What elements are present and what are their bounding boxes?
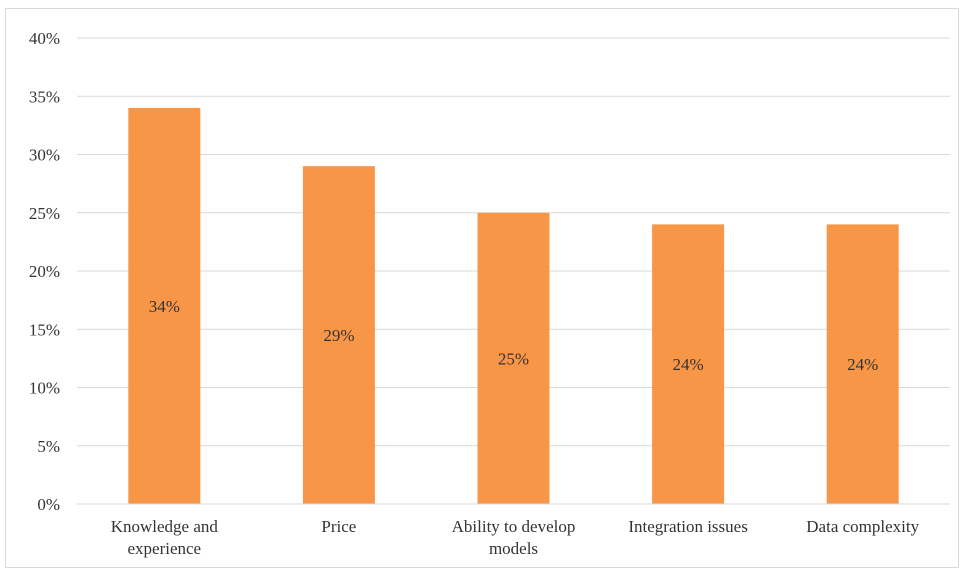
data-label: 34%	[149, 297, 180, 316]
x-category-label: Data complexity	[806, 517, 919, 536]
bar	[477, 212, 550, 504]
y-tick-label: 25%	[29, 204, 60, 223]
y-tick-label: 30%	[29, 146, 60, 165]
bars	[128, 107, 899, 505]
data-labels: 34% 29% 25% 24% 24%	[149, 297, 879, 374]
x-category-label: Integration issues	[628, 517, 747, 536]
x-axis-categories: Knowledge and experience Price Ability to d…	[111, 517, 920, 558]
y-tick-label: 15%	[29, 320, 60, 339]
data-label: 25%	[498, 349, 529, 368]
data-label: 29%	[323, 326, 354, 345]
x-category-label: Ability to develop	[452, 517, 576, 536]
bar	[826, 224, 899, 504]
y-tick-label: 5%	[37, 437, 60, 456]
x-category-label: models	[489, 539, 538, 558]
x-category-label: Price	[321, 517, 356, 536]
x-category-label: experience	[127, 539, 201, 558]
y-tick-label: 20%	[29, 262, 60, 281]
y-tick-label: 40%	[29, 29, 60, 48]
x-category-label: Knowledge and	[111, 517, 219, 536]
bar	[652, 224, 725, 504]
y-tick-label: 10%	[29, 379, 60, 398]
bar	[302, 166, 375, 504]
data-label: 24%	[673, 355, 704, 374]
y-tick-label: 0%	[37, 495, 60, 514]
y-tick-label: 35%	[29, 87, 60, 106]
data-label: 24%	[847, 355, 878, 374]
y-axis-ticks: 0% 5% 10% 15% 20% 25% 30% 35% 40%	[29, 29, 60, 514]
bar	[128, 107, 201, 505]
